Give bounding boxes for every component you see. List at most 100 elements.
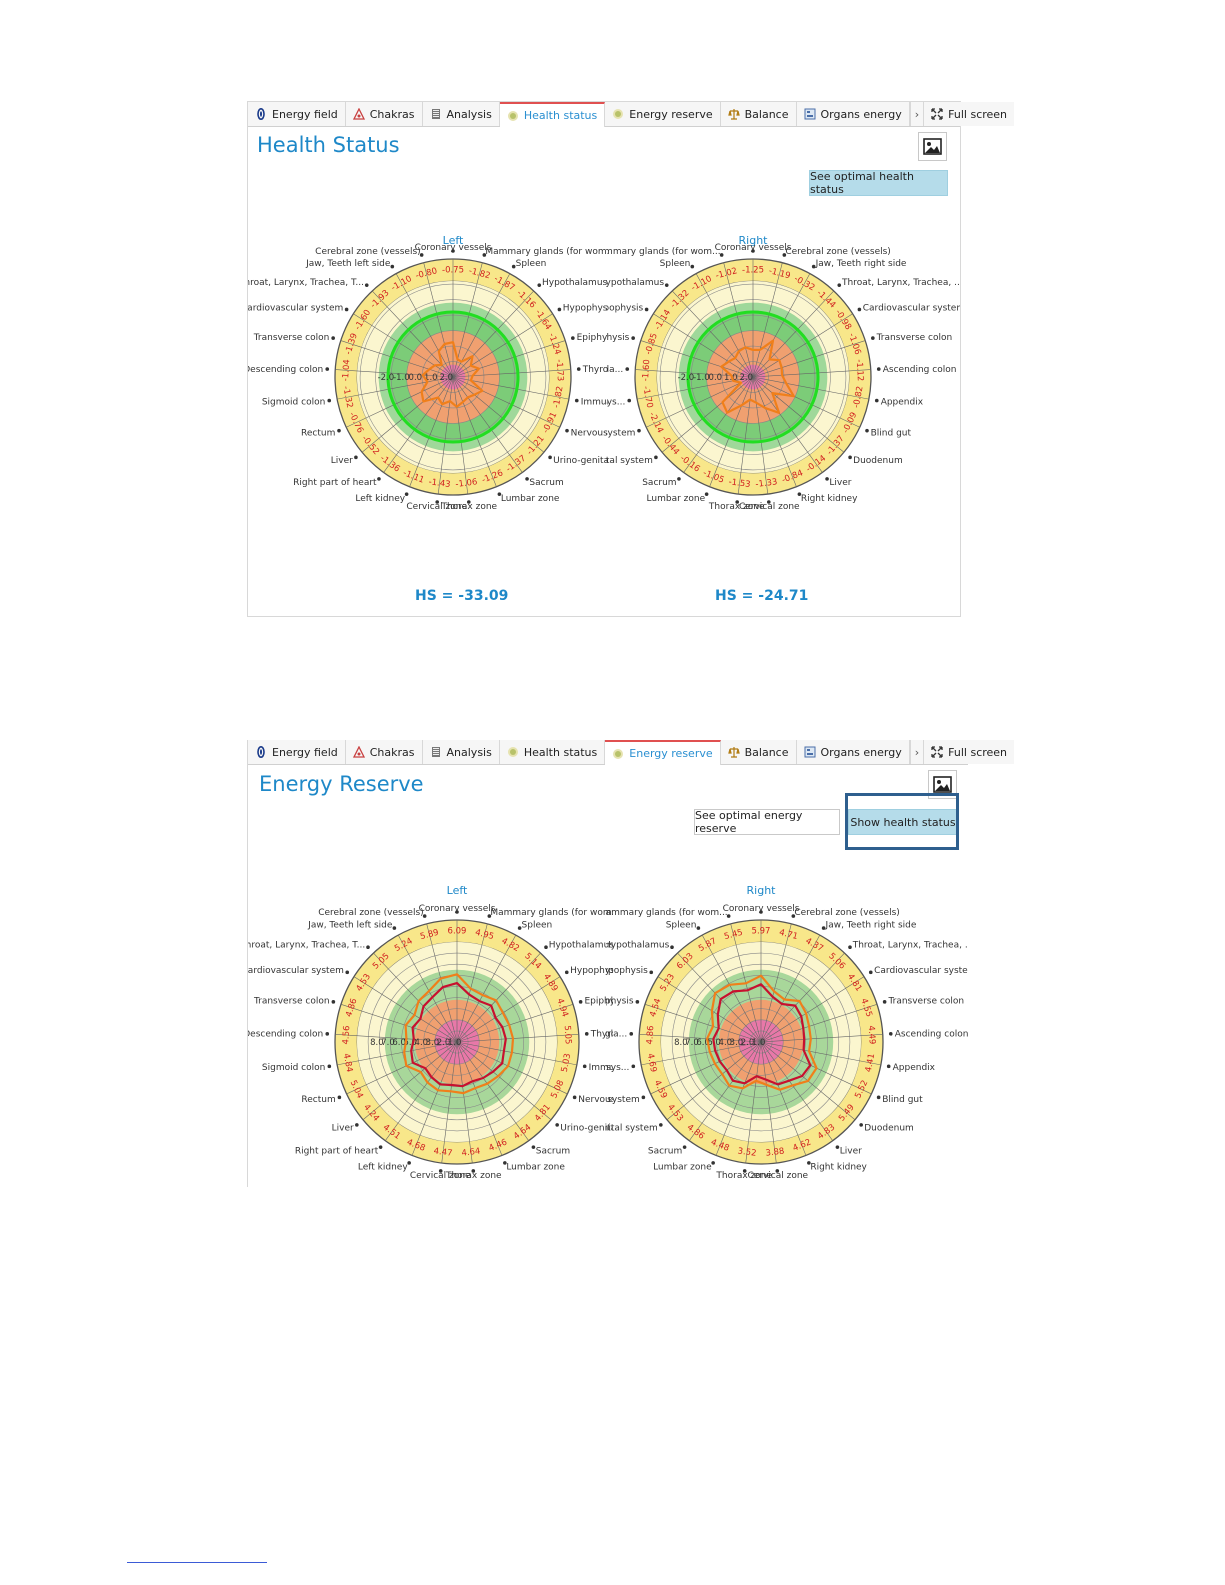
tab-analysis[interactable]: Analysis	[422, 102, 500, 126]
tab-health-status[interactable]: Health status	[499, 740, 606, 764]
radar-norm-ring	[686, 310, 820, 444]
radar-spoke	[650, 1041, 762, 1095]
label-dot	[631, 336, 635, 340]
tab-balance[interactable]: Balance	[720, 740, 797, 764]
label-dot	[857, 307, 862, 312]
label-dot	[344, 307, 349, 312]
tab-energy-field[interactable]: Energy field	[248, 102, 346, 126]
label-dot	[517, 926, 522, 930]
radar-spoke	[672, 290, 754, 378]
organ-label: Jaw, Teeth right side	[825, 921, 917, 931]
label-dot	[627, 398, 632, 403]
organ-label: Urino-genital system	[553, 456, 608, 466]
radar-spoke	[752, 290, 834, 378]
tab-health-status[interactable]: Health status	[499, 102, 606, 127]
organ-label: Spleen	[516, 259, 547, 269]
label-dot	[876, 367, 881, 371]
radar-spoke	[752, 376, 823, 473]
radar-spoke	[361, 376, 454, 453]
tab-energy-reserve[interactable]: Energy reserve	[605, 102, 721, 126]
label-dot	[629, 1032, 634, 1036]
tab-chakras[interactable]: Chakras	[345, 740, 423, 764]
tab-analysis[interactable]: Analysis	[422, 740, 500, 764]
energy-field-icon	[255, 108, 267, 120]
radar-spoke	[635, 369, 754, 378]
data-value-label: -1.73	[554, 359, 565, 382]
tab-scroll-right-button[interactable]: ›	[909, 102, 925, 126]
energy-reserve-icon	[612, 108, 624, 120]
data-value-label: -1.43	[428, 477, 451, 490]
radar-spoke	[701, 934, 762, 1043]
see-optimal-energy-reserve-button[interactable]: See optimal energy reserve	[694, 809, 840, 835]
data-value-label: -0.75	[442, 266, 464, 276]
organ-label: Mammary glands (for wom...	[606, 908, 728, 918]
radar-spoke	[677, 952, 762, 1043]
label-dot	[366, 945, 370, 950]
radar-spoke	[760, 1004, 878, 1043]
ring-tick-label: 7.0	[685, 1038, 699, 1048]
show-health-status-button[interactable]: Show health status	[848, 809, 958, 835]
full-screen-button[interactable]: Full screen	[924, 740, 1015, 764]
tab-scroll-right-button[interactable]: ›	[909, 740, 925, 764]
label-dot	[677, 477, 681, 481]
radar-spoke	[653, 313, 754, 378]
label-dot	[690, 264, 695, 269]
organ-label: Immune sys...	[581, 397, 608, 407]
organ-label: Rectum	[301, 428, 335, 438]
radar-spoke	[385, 1041, 458, 1141]
radar-spoke	[760, 952, 845, 1043]
tab-energy-reserve[interactable]: Energy reserve	[605, 740, 721, 765]
tab-chakras[interactable]: Chakras	[345, 102, 423, 126]
label-dot	[664, 283, 669, 287]
page-title: Health Status	[257, 133, 400, 157]
radar-spoke	[340, 340, 454, 378]
organ-label: Mammary glands (for wom...	[606, 247, 721, 257]
tab-energy-field[interactable]: Energy field	[248, 740, 346, 764]
label-dot	[331, 336, 335, 340]
radar-spoke	[760, 1041, 777, 1164]
data-value-label: 4.69	[645, 1053, 658, 1073]
label-dot	[871, 336, 875, 340]
see-optimal-health-status-button[interactable]: See optimal health status	[809, 170, 948, 196]
organ-label: Right kidney	[801, 494, 858, 504]
full-screen-button[interactable]: Full screen	[924, 102, 1015, 126]
tab-label: Balance	[744, 107, 789, 121]
balance-icon	[727, 746, 740, 758]
radar-spoke	[346, 1041, 458, 1095]
organ-label: Liver	[829, 478, 851, 488]
organ-label: Cerebral zone (vessels)	[785, 247, 890, 257]
radar-spoke	[423, 262, 454, 378]
label-dot	[503, 1161, 507, 1165]
label-dot	[682, 1145, 687, 1149]
organ-label: Blind gut	[871, 428, 912, 438]
data-value-label: 4.47	[433, 1146, 453, 1158]
label-dot	[555, 1123, 559, 1127]
organ-label: Immune sys...	[589, 1063, 613, 1073]
data-value-label: 3.88	[765, 1146, 785, 1158]
radar-spoke	[661, 376, 754, 453]
tab-organs-energy[interactable]: Organs energy	[796, 740, 910, 764]
organ-label: Spleen	[660, 259, 691, 269]
radar-spoke	[441, 1041, 458, 1164]
tab-balance[interactable]: Balance	[720, 102, 797, 126]
radar-spoke	[760, 1041, 881, 1066]
radar-spoke	[362, 1041, 458, 1120]
organ-label: Transverse colon	[876, 333, 953, 343]
save-image-button[interactable]	[918, 132, 947, 161]
organ-label: Appendix	[893, 1063, 936, 1073]
radar-spoke	[337, 376, 454, 400]
energy-reserve-panel: Energy field Chakras Analysis Health status…	[247, 740, 1015, 1187]
label-dot	[471, 1169, 476, 1173]
organ-label: Hypothalamus	[542, 278, 608, 288]
label-dot	[390, 264, 395, 269]
data-value-label: 5.05	[562, 1025, 573, 1045]
tab-label: Energy field	[272, 107, 338, 121]
tab-organs-energy[interactable]: Organs energy	[796, 102, 910, 126]
tab-label: Organs energy	[820, 107, 902, 121]
label-dot	[888, 1032, 893, 1036]
organ-label: Hypophysis	[606, 966, 648, 976]
label-dot	[578, 1000, 583, 1004]
label-dot	[704, 492, 709, 496]
organ-label: Throat, Larynx, Trachea, T...	[248, 940, 365, 950]
radar-spoke	[452, 376, 560, 428]
